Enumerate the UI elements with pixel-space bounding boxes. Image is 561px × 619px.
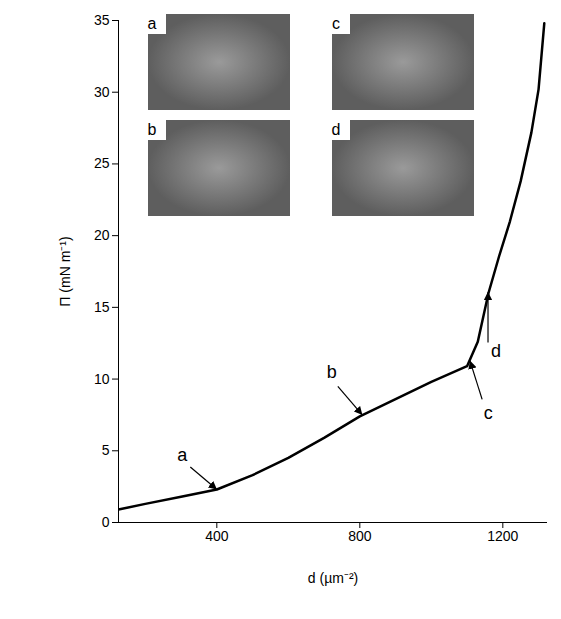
svg-text:d: d — [491, 341, 501, 361]
svg-text:25: 25 — [94, 155, 110, 171]
svg-text:400: 400 — [205, 528, 229, 544]
svg-text:15: 15 — [94, 299, 110, 315]
svg-text:Π (mN m⁻¹): Π (mN m⁻¹) — [57, 236, 73, 306]
svg-text:c: c — [332, 15, 340, 32]
svg-text:c: c — [484, 403, 493, 423]
svg-text:10: 10 — [94, 371, 110, 387]
svg-text:800: 800 — [348, 528, 372, 544]
svg-text:d (µm⁻²): d (µm⁻²) — [308, 570, 358, 586]
svg-text:5: 5 — [102, 442, 110, 458]
svg-text:0: 0 — [102, 514, 110, 530]
svg-text:d: d — [332, 121, 341, 138]
svg-text:b: b — [327, 362, 337, 382]
svg-text:1200: 1200 — [487, 528, 518, 544]
svg-text:a: a — [177, 445, 188, 465]
svg-text:a: a — [148, 15, 157, 32]
svg-text:30: 30 — [94, 84, 110, 100]
svg-text:b: b — [148, 121, 157, 138]
svg-text:35: 35 — [94, 12, 110, 28]
svg-text:20: 20 — [94, 227, 110, 243]
